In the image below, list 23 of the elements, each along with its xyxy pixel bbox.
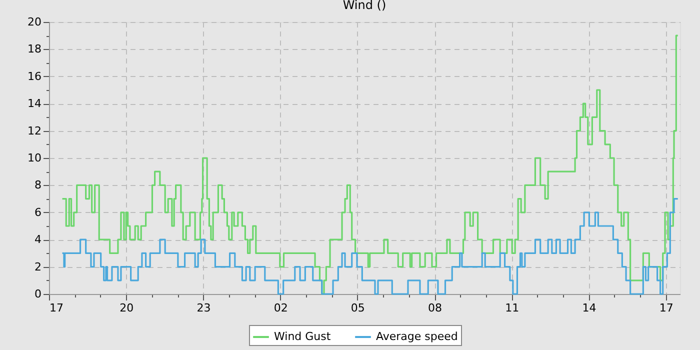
y-tick-label: 18 bbox=[28, 42, 42, 56]
y-tick-label: 0 bbox=[34, 288, 42, 300]
x-tick-label: 02 bbox=[274, 302, 288, 314]
x-tick-label: 20 bbox=[120, 302, 134, 314]
y-tick-label: 2 bbox=[34, 260, 42, 274]
y-tick-label: 14 bbox=[28, 97, 42, 110]
x-tick-label: 17 bbox=[50, 302, 64, 314]
x-tick-label: 08 bbox=[428, 302, 442, 314]
x-tick-label: 14 bbox=[582, 302, 596, 314]
chart-title: Wind () bbox=[342, 0, 386, 12]
y-tick-label: 4 bbox=[34, 233, 42, 246]
y-tick-label: 6 bbox=[34, 206, 42, 219]
y-tick-label: 10 bbox=[28, 152, 42, 164]
x-tick-label: 23 bbox=[196, 302, 211, 314]
y-tick-label: 16 bbox=[28, 70, 42, 83]
y-tick-label: 12 bbox=[28, 124, 42, 138]
x-tick-label: 17 bbox=[659, 302, 674, 314]
x-tick-label: 11 bbox=[505, 302, 520, 314]
x-tick-label: 05 bbox=[350, 302, 365, 314]
legend-label: Average speed bbox=[376, 330, 458, 343]
y-tick-label: 20 bbox=[28, 16, 42, 28]
y-tick-label: 8 bbox=[34, 178, 42, 192]
legend-label: Wind Gust bbox=[274, 330, 332, 343]
